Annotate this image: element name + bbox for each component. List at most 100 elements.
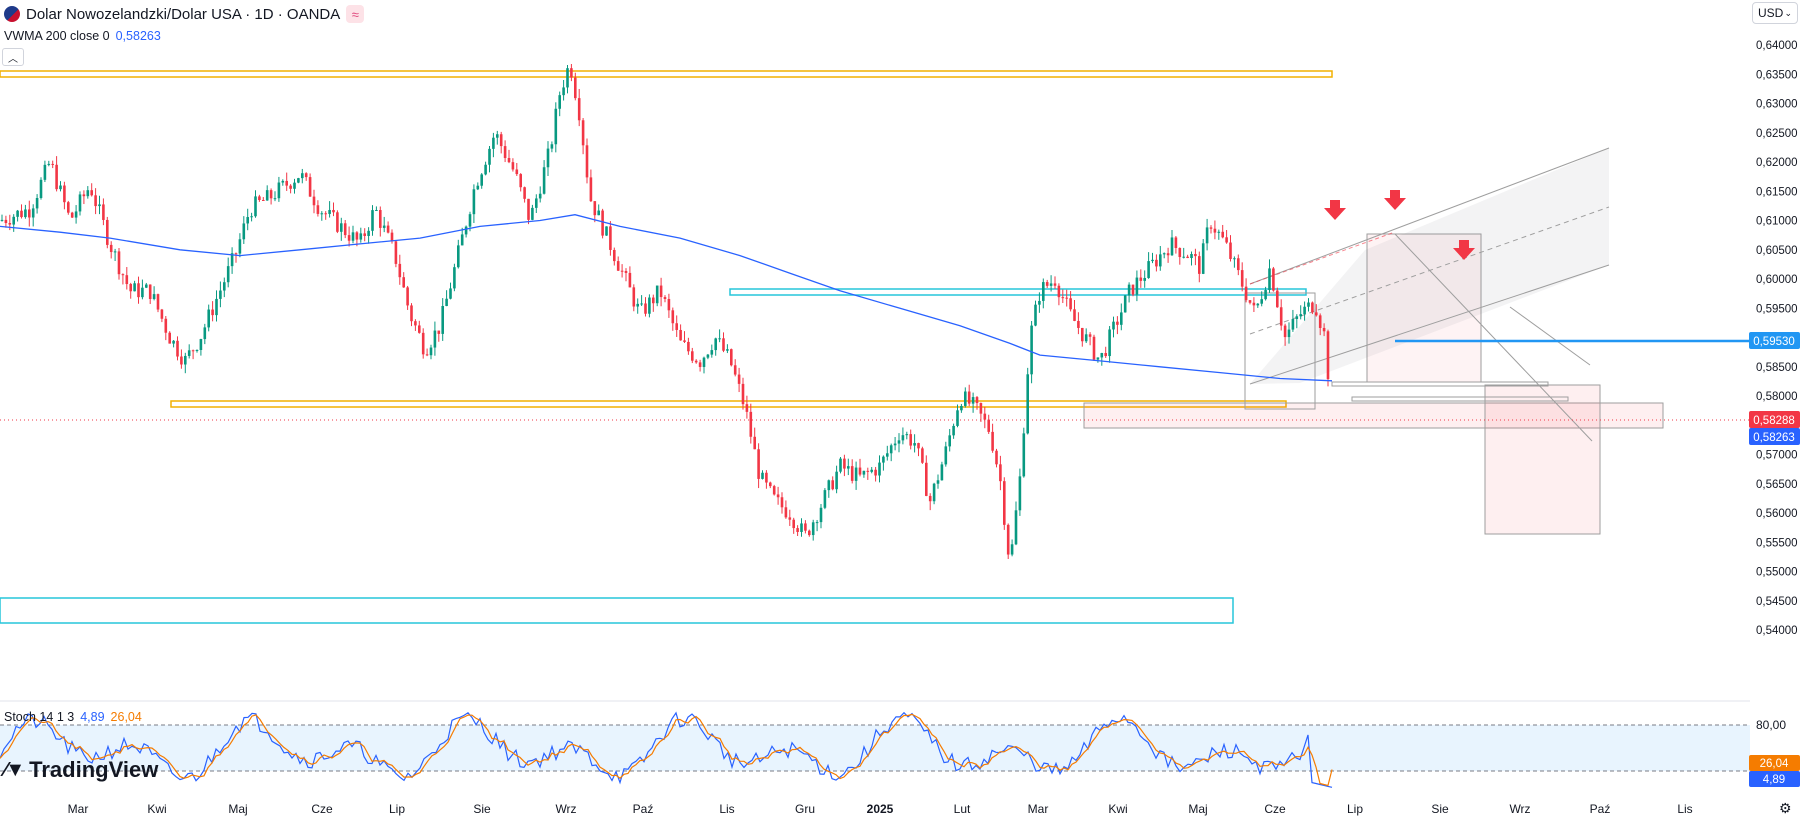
candle-body xyxy=(523,187,526,199)
candle-body xyxy=(425,354,429,356)
arrow-down-icon[interactable] xyxy=(1453,240,1475,260)
price-tick-label: 0,60500 xyxy=(1756,245,1798,257)
support-zone[interactable] xyxy=(170,400,1287,408)
candle-body xyxy=(379,210,382,228)
candle-body xyxy=(1022,433,1026,477)
candle-body xyxy=(141,287,144,298)
symbol-title[interactable]: Dolar Nowozelandzki/Dolar USA · 1D · OAN… xyxy=(26,5,341,23)
cyan-zone-bottom[interactable] xyxy=(0,597,1234,624)
target-box[interactable] xyxy=(1484,384,1601,535)
candle-body xyxy=(1077,320,1080,328)
candle-body xyxy=(554,108,558,145)
channel-fill xyxy=(1250,148,1609,384)
candle-body xyxy=(655,285,659,304)
candle-body xyxy=(1244,286,1248,301)
price-labels: 0,59530 0,58288 0,58263 xyxy=(1749,332,1800,445)
time-tick-label: Sie xyxy=(473,802,491,816)
candle-body xyxy=(714,338,717,351)
candle-body xyxy=(1014,510,1018,545)
vwma-line[interactable] xyxy=(0,214,1333,382)
candle-body xyxy=(1201,243,1205,274)
candle-body xyxy=(98,204,101,207)
candle-body xyxy=(121,274,125,276)
candle-body xyxy=(90,190,93,196)
stoch-k-line[interactable] xyxy=(0,711,1333,788)
candle-body xyxy=(1065,297,1068,299)
candle-body xyxy=(39,179,43,199)
arrow-down-icon[interactable] xyxy=(1324,200,1346,220)
time-tick-label: Cze xyxy=(1264,802,1286,816)
stoch-pane: 80,00 26,04 4,89 xyxy=(0,711,1800,788)
wave-icon[interactable]: ≈ xyxy=(346,5,365,23)
candle-body xyxy=(289,185,292,189)
candle-body xyxy=(1248,300,1252,303)
candle-body xyxy=(211,309,214,316)
candle-body xyxy=(753,436,756,450)
channel-line-high[interactable] xyxy=(1249,147,1610,285)
candle-body xyxy=(1170,237,1174,256)
candle-body xyxy=(1225,237,1228,243)
candle-body xyxy=(277,182,281,199)
candle-body xyxy=(971,397,975,404)
stoch-legend[interactable]: Stoch 14 1 3 4,89 26,04 xyxy=(4,710,142,724)
candle-body xyxy=(230,253,234,267)
candle-body xyxy=(297,178,300,183)
cyan-zone-top[interactable] xyxy=(729,288,1307,296)
small-range-1[interactable] xyxy=(1331,381,1549,387)
candle-body xyxy=(1326,331,1330,380)
candle-body xyxy=(332,209,335,213)
candle-body xyxy=(733,365,737,375)
candle-body xyxy=(831,480,834,490)
candle-body xyxy=(542,167,546,194)
candle-body xyxy=(1010,544,1014,555)
candle-body xyxy=(808,530,811,536)
candle-body xyxy=(745,404,749,412)
candle-body xyxy=(184,355,187,365)
down-channel-line[interactable] xyxy=(1394,233,1593,442)
candle-body xyxy=(433,330,437,348)
candle-body xyxy=(219,290,222,299)
red-zone[interactable] xyxy=(1083,402,1664,429)
tradingview-logo[interactable]: ⁄▼ TradingView xyxy=(4,757,158,783)
candle-body xyxy=(749,411,753,437)
candle-body xyxy=(1053,283,1057,286)
candle-body xyxy=(679,329,682,341)
candle-body xyxy=(628,272,632,288)
last-price-text: 0,58288 xyxy=(1753,415,1795,427)
candle-body xyxy=(550,144,554,149)
candle-body xyxy=(776,494,780,498)
candle-body xyxy=(472,189,476,215)
gear-icon[interactable]: ⚙ xyxy=(1779,800,1792,816)
price-axis[interactable]: 0,64000 0,63500 0,63000 0,62500 0,62000 0,615… xyxy=(1756,40,1798,637)
indicator-legend[interactable]: VWMA 200 close 0 0,58263 xyxy=(4,29,161,43)
candle-body xyxy=(652,297,655,304)
candle-body xyxy=(632,287,636,307)
candle-body xyxy=(983,413,987,420)
candle-body xyxy=(86,190,90,197)
candle-body xyxy=(566,68,569,88)
candle-body xyxy=(67,202,70,213)
candle-body xyxy=(698,362,702,367)
candle-body xyxy=(421,332,425,355)
small-range-2[interactable] xyxy=(1351,396,1569,402)
range-box-1[interactable] xyxy=(1244,292,1316,410)
level-price-text: 0,59530 xyxy=(1753,336,1795,348)
stoch-d-tag-text: 26,04 xyxy=(1760,758,1789,770)
down-channel-line-2[interactable] xyxy=(1509,306,1591,366)
stoch-d-line[interactable] xyxy=(0,713,1333,787)
candle-body xyxy=(355,232,359,240)
resistance-zone[interactable] xyxy=(0,70,1333,78)
channel-line-low[interactable] xyxy=(1249,264,1610,385)
candle-body xyxy=(589,177,593,202)
collapse-legend-button[interactable]: ︿ xyxy=(2,48,24,66)
candle-body xyxy=(125,275,129,285)
red-trend-dash[interactable] xyxy=(1249,231,1396,285)
currency-selector[interactable]: USD ⌄ xyxy=(1752,2,1798,24)
candle-body xyxy=(8,222,12,225)
candle-body xyxy=(176,340,179,357)
time-axis[interactable]: Mar Kwi Maj Cze Lip Sie Wrz Paź Lis Gru 2025 Lut Mar… xyxy=(68,802,1693,816)
arrow-down-icon[interactable] xyxy=(1384,190,1406,210)
candle-body xyxy=(538,193,542,199)
price-tick-label: 0,57000 xyxy=(1756,450,1798,462)
